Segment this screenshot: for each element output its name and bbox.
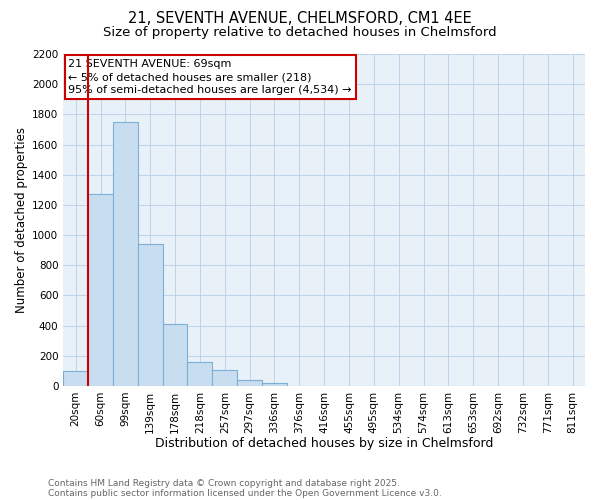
Bar xyxy=(113,122,138,386)
Text: Size of property relative to detached houses in Chelmsford: Size of property relative to detached ho… xyxy=(103,26,497,39)
Bar xyxy=(88,194,113,386)
Bar xyxy=(262,383,287,386)
X-axis label: Distribution of detached houses by size in Chelmsford: Distribution of detached houses by size … xyxy=(155,437,493,450)
Text: Contains HM Land Registry data © Crown copyright and database right 2025.: Contains HM Land Registry data © Crown c… xyxy=(48,478,400,488)
Y-axis label: Number of detached properties: Number of detached properties xyxy=(15,127,28,313)
Bar xyxy=(63,371,88,386)
Text: 21, SEVENTH AVENUE, CHELMSFORD, CM1 4EE: 21, SEVENTH AVENUE, CHELMSFORD, CM1 4EE xyxy=(128,11,472,26)
Bar xyxy=(187,362,212,386)
Bar xyxy=(163,324,187,386)
Bar xyxy=(237,380,262,386)
Text: Contains public sector information licensed under the Open Government Licence v3: Contains public sector information licen… xyxy=(48,488,442,498)
Bar xyxy=(138,244,163,386)
Bar xyxy=(212,370,237,386)
Text: 21 SEVENTH AVENUE: 69sqm
← 5% of detached houses are smaller (218)
95% of semi-d: 21 SEVENTH AVENUE: 69sqm ← 5% of detache… xyxy=(68,59,352,96)
